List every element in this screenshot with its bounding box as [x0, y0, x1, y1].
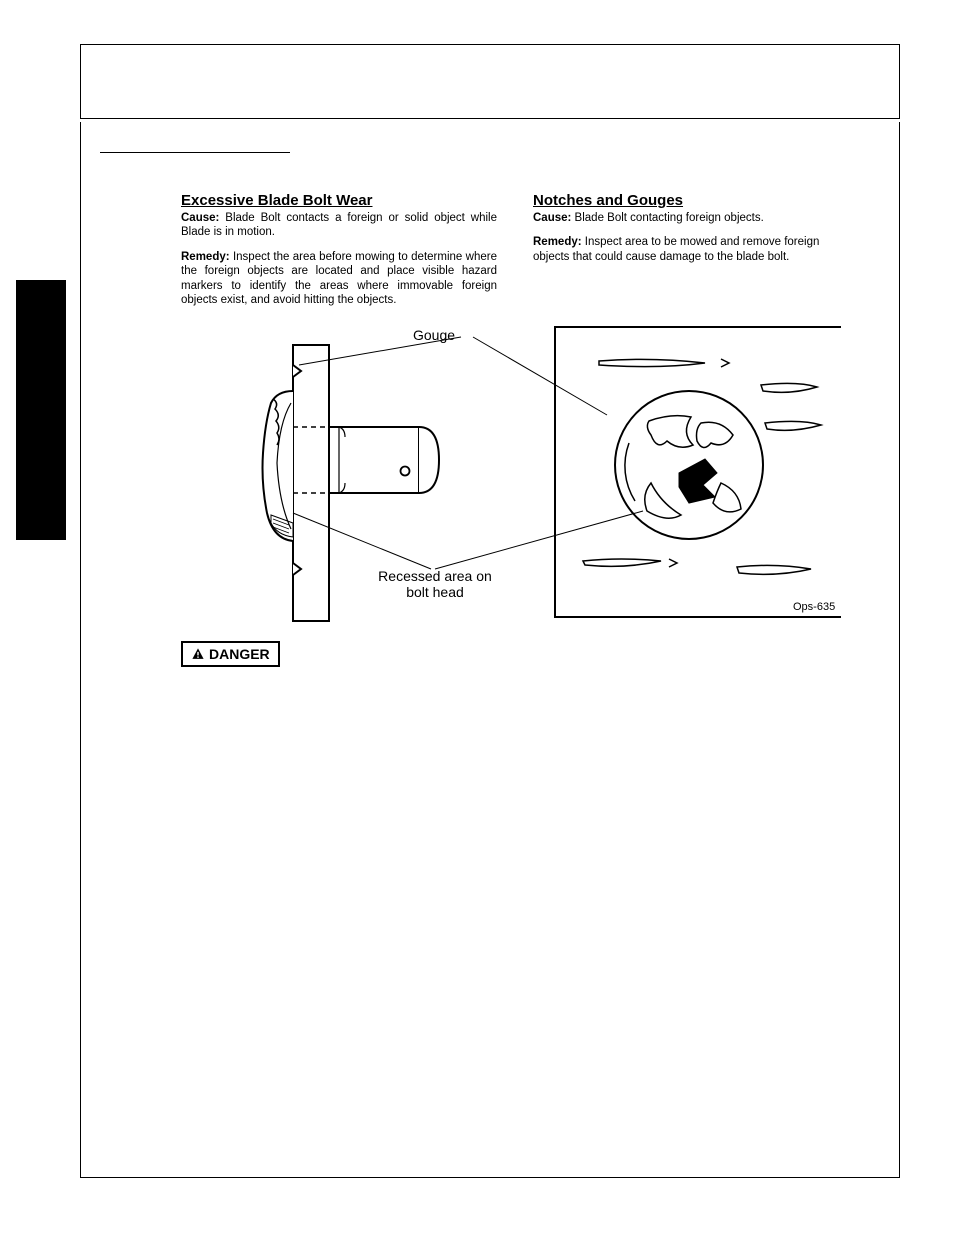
figure-svg: 2900 [181, 323, 841, 623]
figure: Gouge Recessed area on bolt head Ops-635 [181, 323, 841, 623]
content-border: Excessive Blade Bolt Wear Cause: Blade B… [80, 122, 900, 1178]
callout-gouge: Gouge [413, 327, 455, 343]
warning-triangle-icon [191, 647, 205, 661]
two-column-layout: Excessive Blade Bolt Wear Cause: Blade B… [181, 192, 849, 317]
header-border [80, 44, 900, 119]
left-heading: Excessive Blade Bolt Wear [181, 192, 497, 209]
left-cause-label: Cause: [181, 212, 219, 224]
danger-box: DANGER [181, 641, 280, 667]
left-remedy: Remedy: Inspect the area before mowing t… [181, 250, 497, 308]
right-remedy: Remedy: Inspect area to be mowed and rem… [533, 235, 849, 264]
ops-label: Ops-635 [793, 601, 835, 613]
callout-recessed: Recessed area on bolt head [365, 568, 505, 600]
left-cause-text: Blade Bolt contacts a foreign or solid o… [181, 212, 497, 238]
left-cause: Cause: Blade Bolt contacts a foreign or … [181, 211, 497, 240]
side-tab [16, 280, 66, 540]
right-cause-text: Blade Bolt contacting foreign objects. [571, 212, 763, 224]
left-remedy-label: Remedy: [181, 251, 230, 263]
right-heading: Notches and Gouges [533, 192, 849, 209]
right-cause-label: Cause: [533, 212, 571, 224]
left-column: Excessive Blade Bolt Wear Cause: Blade B… [181, 192, 497, 317]
right-column: Notches and Gouges Cause: Blade Bolt con… [533, 192, 849, 317]
danger-label: DANGER [209, 646, 270, 662]
svg-text:2900: 2900 [680, 470, 706, 482]
right-cause: Cause: Blade Bolt contacting foreign obj… [533, 211, 849, 225]
right-remedy-label: Remedy: [533, 236, 582, 248]
